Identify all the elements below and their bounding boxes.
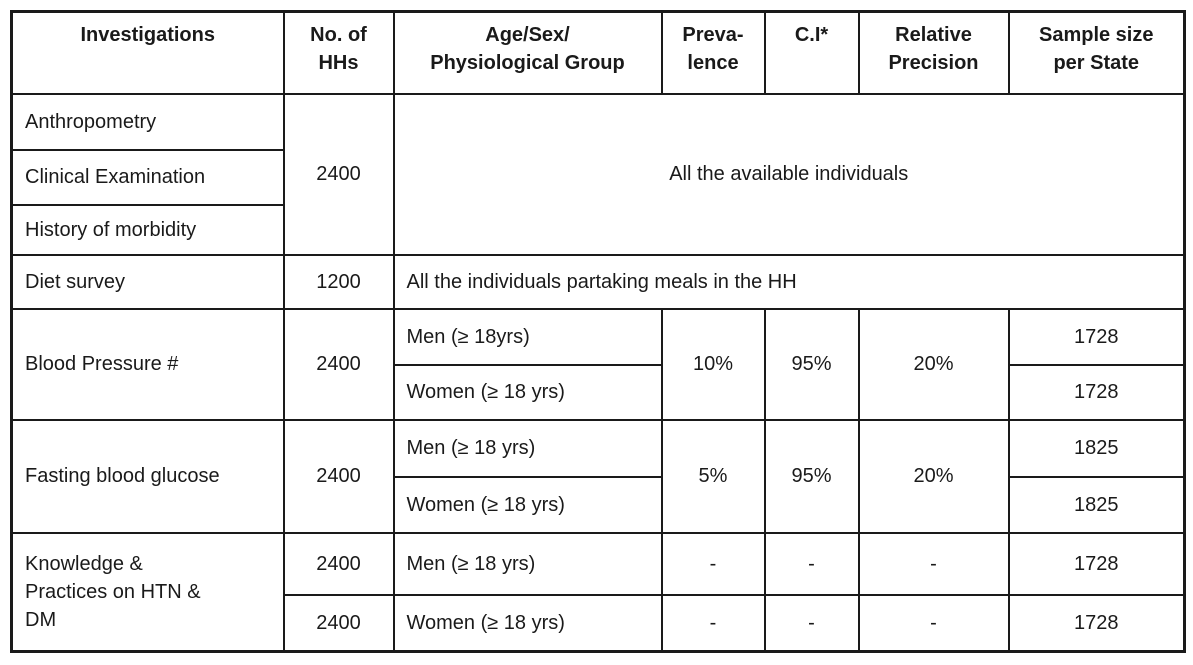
table-row-clinical-examination: Clinical Examination [10, 148, 1185, 206]
table-row-fasting-glucose-men: Fasting blood glucose 2400 Men (≥ 18 yrs… [10, 418, 1186, 534]
header-ci: C.I* [763, 10, 860, 95]
cell-knowledge-men-sample: 1728 [1007, 531, 1186, 596]
cell-knowledge-women-group: Women (≥ 18 yrs) [392, 593, 663, 653]
cell-glucose-investigation: Fasting blood glucose [10, 418, 285, 534]
table-row-diet-survey: Diet survey 1200 All the individuals par… [10, 253, 1186, 310]
sampling-design-table: Investigations No. of HHs Age/Sex/ Physi… [10, 10, 1186, 653]
cell-anthro-note: All the available individuals [392, 92, 1186, 256]
cell-bp-ci: 95% [763, 307, 860, 421]
cell-glucose-hhs: 2400 [282, 418, 395, 534]
header-investigations: Investigations [10, 10, 285, 95]
cell-diet-note: All the individuals partaking meals in t… [392, 253, 1186, 310]
cell-knowledge-investigation: Knowledge & Practices on HTN & DM [10, 531, 285, 653]
table-row-blood-pressure-men: Blood Pressure # 2400 Men (≥ 18yrs) 10% … [10, 307, 1186, 421]
table-row-history-of-morbidity: History of morbidity [10, 203, 1185, 256]
table-row-knowledge-men: Knowledge & Practices on HTN & DM 2400 M… [10, 531, 1186, 653]
cell-anthropometry: Anthropometry [10, 92, 285, 151]
cell-bp-relative-precision: 20% [857, 307, 1010, 421]
cell-history-of-morbidity: History of morbidity [10, 203, 285, 256]
table-row-anthropometry: Anthropometry 2400 All the available ind… [10, 92, 1186, 256]
header-row: Investigations No. of HHs Age/Sex/ Physi… [10, 10, 1186, 95]
cell-knowledge-women-ci: - [763, 593, 860, 653]
cell-bp-women-group: Women (≥ 18 yrs) [392, 363, 663, 421]
cell-bp-prevalence: 10% [660, 307, 766, 421]
cell-knowledge-men-prevalence: - [660, 531, 766, 596]
cell-anthro-hhs: 2400 [282, 92, 395, 256]
cell-glucose-relative-precision: 20% [857, 418, 1010, 534]
header-relative-precision: Relative Precision [857, 10, 1010, 95]
cell-knowledge-women-prevalence: - [660, 593, 766, 653]
cell-bp-women-sample: 1728 [1007, 363, 1186, 421]
cell-knowledge-men-hhs: 2400 [282, 531, 395, 596]
header-age-sex-group: Age/Sex/ Physiological Group [392, 10, 663, 95]
cell-diet-survey: Diet survey [10, 253, 285, 310]
cell-glucose-men-sample: 1825 [1007, 418, 1186, 478]
cell-bp-men-group: Men (≥ 18yrs) [392, 307, 663, 366]
cell-knowledge-women-precision: - [857, 593, 1010, 653]
cell-knowledge-men-group: Men (≥ 18 yrs) [392, 531, 663, 596]
cell-knowledge-men-ci: - [763, 531, 860, 596]
cell-glucose-prevalence: 5% [660, 418, 766, 534]
cell-glucose-men-group: Men (≥ 18 yrs) [392, 418, 663, 478]
cell-bp-investigation: Blood Pressure # [10, 307, 285, 421]
cell-bp-hhs: 2400 [282, 307, 395, 421]
cell-clinical-examination: Clinical Examination [10, 148, 285, 206]
cell-knowledge-women-hhs: 2400 [282, 593, 395, 653]
table-row-knowledge-women: 2400 Women (≥ 18 yrs) - - - 1728 [12, 593, 1186, 653]
cell-glucose-women-group: Women (≥ 18 yrs) [392, 475, 663, 534]
cell-glucose-ci: 95% [763, 418, 860, 534]
header-no-of-hhs: No. of HHs [282, 10, 395, 95]
cell-knowledge-women-sample: 1728 [1007, 593, 1186, 653]
header-prevalence: Preva- lence [660, 10, 766, 95]
cell-bp-men-sample: 1728 [1007, 307, 1186, 366]
table-row-blood-pressure-women: Women (≥ 18 yrs) 1728 [12, 363, 1186, 421]
cell-glucose-women-sample: 1825 [1007, 475, 1186, 534]
table-row-fasting-glucose-women: Women (≥ 18 yrs) 1825 [12, 475, 1186, 534]
header-sample-size: Sample size per State [1007, 10, 1186, 95]
cell-diet-hhs: 1200 [282, 253, 395, 310]
cell-knowledge-men-precision: - [857, 531, 1010, 596]
